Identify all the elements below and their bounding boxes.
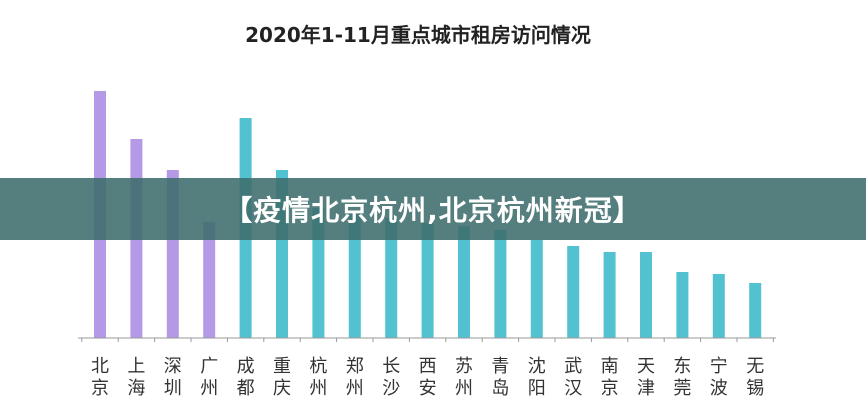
bar-8	[385, 218, 398, 338]
x-tick-label: 深圳	[164, 356, 182, 399]
bar-17	[712, 274, 725, 338]
x-tick-label: 北京	[91, 356, 109, 399]
bar-13	[567, 246, 580, 338]
chart-title: 2020年1-11月重点城市租房访问情况	[245, 23, 591, 47]
bar-18	[749, 283, 762, 338]
x-tick-label: 杭州	[309, 356, 327, 399]
x-tick-label: 郑州	[346, 356, 364, 399]
bar-10	[458, 226, 470, 338]
x-tick-label: 重庆	[273, 356, 291, 399]
x-tick-label: 青岛	[491, 356, 509, 399]
bar-7	[348, 213, 361, 338]
bar-14	[603, 252, 616, 338]
x-tick-label: 上海	[127, 356, 145, 399]
x-tick-label: 天津	[637, 356, 655, 399]
x-tick-label: 苏州	[455, 356, 473, 399]
x-tick-label: 武汉	[564, 356, 582, 399]
banner-text: 【疫情北京杭州,北京杭州新冠】	[224, 194, 642, 227]
bar-11	[494, 230, 507, 338]
x-tick-label: 沈阳	[528, 356, 546, 399]
x-tick-label: 广州	[200, 356, 218, 399]
bar-6	[312, 208, 325, 338]
headline-banner: 【疫情北京杭州,北京杭州新冠】	[0, 178, 866, 240]
bar-12	[530, 240, 543, 338]
bar-16	[676, 272, 689, 338]
x-tick-label: 东莞	[673, 356, 691, 399]
x-tick-label: 宁波	[710, 356, 728, 399]
x-tick-label: 无锡	[746, 356, 764, 399]
x-tick-label: 长沙	[382, 356, 400, 399]
x-tick-label: 西安	[419, 356, 437, 399]
x-tick-label: 成都	[237, 356, 255, 399]
x-tick-label: 南京	[601, 356, 619, 399]
bar-15	[640, 252, 652, 338]
bar-3	[203, 222, 216, 338]
bar-9	[421, 223, 434, 338]
